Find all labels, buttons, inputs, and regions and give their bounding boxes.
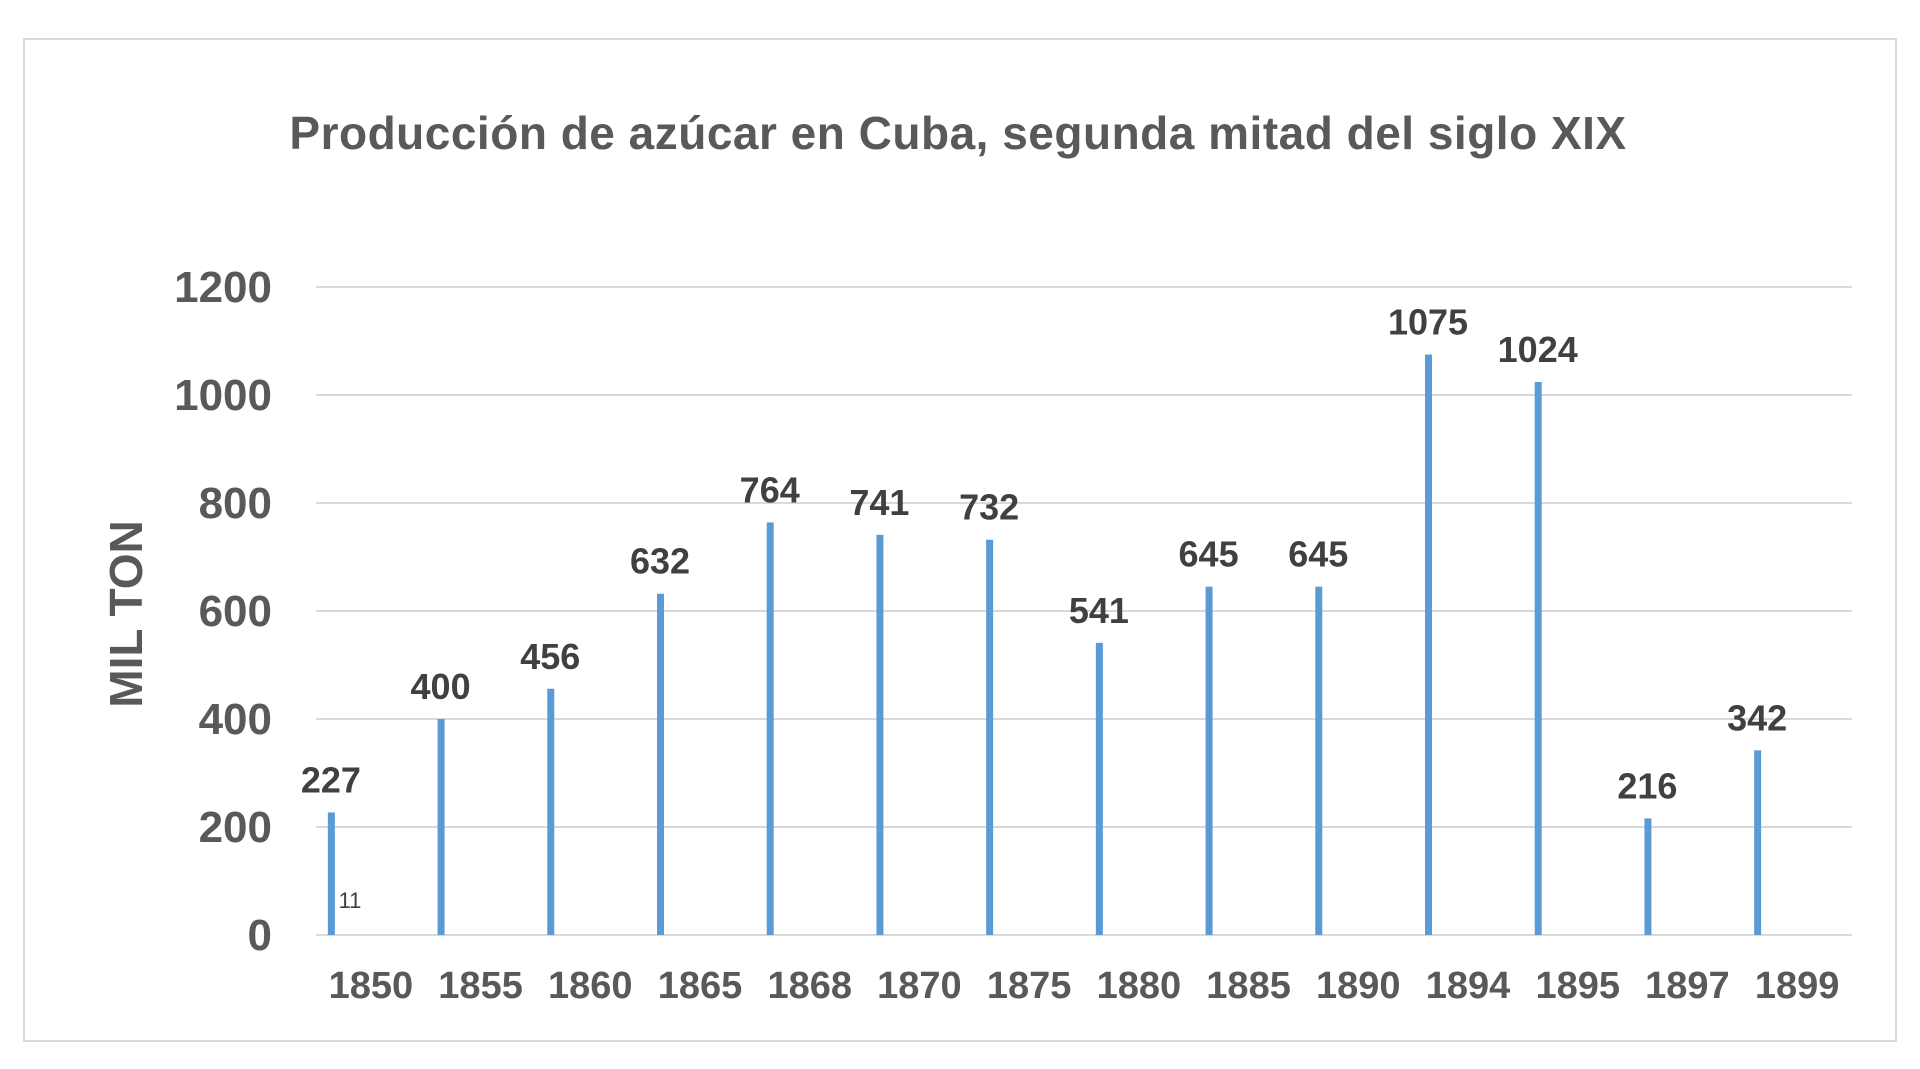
data-label: 342 [1727,697,1787,738]
bar [547,688,555,935]
y-tick-label: 1000 [174,371,272,420]
data-label: 645 [1179,534,1239,575]
x-tick-label: 1894 [1426,965,1511,1007]
data-label: 1024 [1498,329,1578,370]
bar [1754,750,1762,935]
x-tick-label: 1890 [1316,965,1401,1007]
bar [876,534,884,935]
bar [1095,642,1103,935]
y-tick-label: 0 [248,911,272,960]
data-label: 741 [849,482,909,523]
bar [1534,382,1542,935]
x-tick-label: 1895 [1535,965,1620,1007]
data-label: 216 [1617,765,1677,806]
data-labels: 227 400 456 632 764 741 732 541 645 645 1075 1024 21… [301,302,1787,807]
bar [657,593,664,935]
y-axis-ticks: 0 200 400 600 800 1000 1200 [174,263,272,960]
y-tick-label: 400 [199,695,272,744]
x-tick-label: 1868 [767,965,852,1007]
y-tick-label: 600 [199,587,272,636]
data-label: 541 [1069,590,1129,631]
bar [986,539,994,935]
bar [1644,818,1652,935]
x-tick-label: 1885 [1206,965,1291,1007]
y-tick-label: 800 [199,479,272,528]
bar [1425,354,1432,935]
data-label: 645 [1288,534,1348,575]
chart-frame: Producción de azúcar en Cuba, segunda mi… [23,38,1897,1042]
data-label: 227 [301,759,361,800]
data-label: 632 [630,541,690,582]
x-tick-label: 1899 [1755,965,1840,1007]
x-tick-label: 1865 [658,965,743,1007]
x-tick-label: 1880 [1097,965,1182,1007]
bar [1205,586,1213,935]
bar [766,522,774,935]
y-axis-title: MIL TON [100,520,152,707]
data-label: 456 [520,636,580,677]
data-label: 764 [740,469,800,510]
x-tick-label: 1875 [987,965,1072,1007]
bar [327,812,335,935]
x-tick-label: 1870 [877,965,962,1007]
x-tick-label: 1860 [548,965,633,1007]
y-tick-label: 200 [199,803,272,852]
x-tick-label: 1897 [1645,965,1730,1007]
data-label: 1075 [1388,302,1468,343]
x-tick-label: 1855 [438,965,523,1007]
gridlines [316,286,1852,936]
chart-title: Producción de azúcar en Cuba, segunda mi… [289,107,1627,159]
y-tick-label: 1200 [174,263,272,312]
annotation-label: 11 [339,888,362,913]
data-label: 732 [959,487,1019,528]
bar [1315,586,1323,935]
data-label: 400 [411,666,471,707]
bars [327,354,1762,935]
bar [437,719,445,935]
x-tick-label: 1850 [329,965,414,1007]
x-axis-ticks: 1850 1855 1860 1865 1868 1870 1875 1880 1885 1890… [329,965,1840,1007]
